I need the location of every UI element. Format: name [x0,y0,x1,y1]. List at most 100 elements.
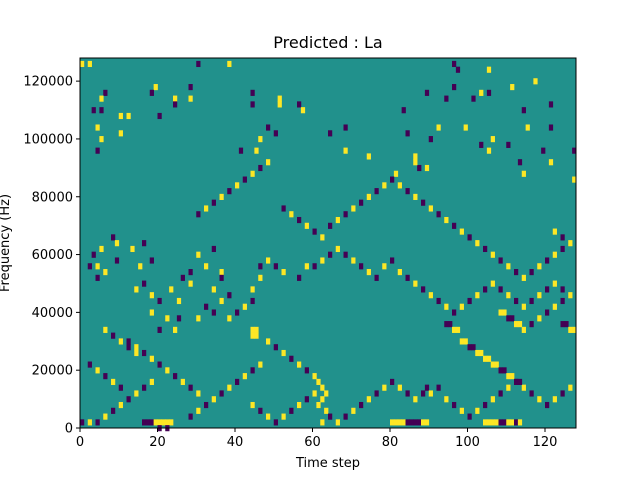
heatmap-cell-160 [537,315,542,322]
heatmap-cell-142 [459,303,464,310]
heatmap-cell-74 [114,240,120,247]
heatmap-cell-100 [204,263,209,270]
heatmap-cell-91 [165,315,170,322]
heatmap-cell-346 [494,361,499,368]
heatmap-cell-20 [227,60,232,68]
heatmap-cell-149 [514,297,519,305]
heatmap-cell-55 [548,101,554,108]
heatmap-cell-42 [413,153,418,160]
heatmap-cell-277 [227,188,232,195]
heatmap-cell-360 [448,321,453,328]
heatmap-cell-110 [227,292,232,299]
heatmap-cell-202 [490,396,495,403]
heatmap-cell-311 [498,257,503,264]
heatmap-cell-197 [452,401,457,409]
heatmap-cell-209 [545,401,550,409]
heatmap-cell-30 [277,95,282,102]
heatmap-cell-252 [320,419,325,426]
heatmap-cell-65 [572,176,577,183]
heatmap-cell-182 [343,413,348,420]
heatmap-cell-180 [328,413,333,420]
heatmap-cell-242 [258,361,263,368]
heatmap-cell-147 [498,286,503,293]
heatmap-cell-257 [405,419,410,426]
heatmap-cell-319 [560,245,565,253]
heatmap-cell-238 [227,384,232,391]
heatmap-cell-265 [490,419,495,426]
x-tick-label-0: 0 [76,435,84,450]
heatmap-cell-44 [444,95,449,102]
heatmap-cell-354 [463,338,468,345]
heatmap-cell-62 [521,170,526,177]
heatmap-cell-133 [390,257,395,264]
chart-title: Predicted : La [273,33,382,52]
heatmap-cell-234 [196,407,201,414]
heatmap-cell-66 [436,124,441,131]
heatmap-cell-275 [211,199,216,206]
heatmap-cell-29 [297,101,302,108]
heatmap-cell-117 [258,263,263,270]
heatmap-cells [80,60,577,432]
heatmap-cell-269 [506,419,511,426]
heatmap-cell-48 [455,66,461,73]
heatmap-cell-347 [498,367,503,374]
heatmap-cell-80 [95,274,100,281]
heatmap-cell-264 [486,419,492,426]
heatmap-cell-94 [176,315,182,322]
heatmap-cell-193 [424,384,430,391]
heatmap-cell-338 [87,361,92,368]
heatmap-cell-69 [490,136,495,143]
heatmap-cell-56 [548,124,554,131]
heatmap-cell-6 [118,112,123,120]
heatmap-cell-96 [169,286,174,293]
heatmap-cell-349 [506,373,511,380]
heatmap-cell-292 [351,205,356,212]
heatmap-cell-357 [475,349,480,357]
heatmap-cell-215 [95,419,100,426]
heatmap-cell-296 [382,182,387,189]
heatmap-cell-324 [134,344,139,351]
heatmap-cell-220 [134,390,139,397]
heatmap-cell-162 [521,326,526,333]
heatmap-cell-329 [173,373,178,380]
heatmap-cell-258 [409,419,414,426]
y-tick-label-6: 120000 [23,75,73,90]
heatmap-cell-57 [572,147,577,154]
heatmap-cell-325 [142,349,147,357]
heatmap-cell-317 [545,257,550,264]
heatmap-cell-21 [250,89,255,96]
heatmap-cell-158 [552,303,557,310]
heatmap-cell-334 [111,332,116,339]
heatmap-cell-270 [510,419,515,426]
heatmap-cell-305 [452,222,457,229]
heatmap-cell-287 [312,228,317,235]
heatmap-cell-72 [486,66,492,73]
heatmap-cell-261 [421,419,426,426]
heatmap-cell-332 [196,390,201,397]
heatmap-cell-168 [273,344,278,351]
heatmap-cell-128 [351,257,356,264]
heatmap-cell-245 [266,413,271,420]
heatmap-cell-136 [413,280,418,287]
heatmap-cell-213 [80,419,85,426]
heatmap-cell-192 [421,390,426,397]
heatmap-cell-3 [99,95,104,102]
heatmap-cell-170 [289,355,294,362]
heatmap-cell-282 [266,159,271,166]
heatmap-cell-214 [87,419,92,426]
heatmap-cell-184 [359,401,364,409]
heatmap-cell-93 [173,326,178,333]
heatmap-cell-28 [277,101,282,108]
heatmap-cell-195 [436,384,441,391]
heatmap-cell-358 [479,349,484,357]
heatmap-cell-260 [417,419,422,426]
heatmap-cell-47 [452,60,457,68]
heatmap-cell-262 [424,419,430,426]
heatmap-cell-40 [424,164,430,172]
heatmap-cell-204 [506,384,511,391]
heatmap-cell-255 [397,419,402,426]
y-tick-label-3: 60000 [32,248,73,263]
heatmap-cell-83 [142,240,147,247]
heatmap-cell-316 [537,263,542,270]
heatmap-cell-106 [204,303,209,310]
